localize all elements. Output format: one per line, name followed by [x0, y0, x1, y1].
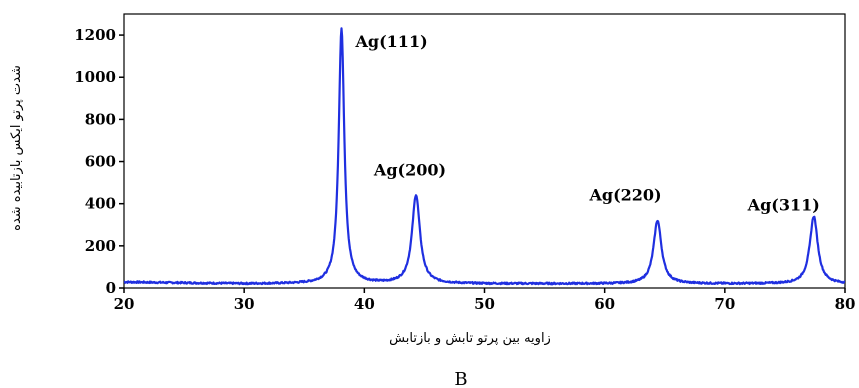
y-tick-label: 1200: [74, 26, 116, 44]
y-tick-label: 800: [85, 110, 116, 128]
x-axis-ticks: 20 30 40 50 60 70 80: [114, 288, 856, 313]
peak-labels: Ag(111) Ag(200) Ag(220) Ag(311): [355, 32, 820, 215]
xrd-pattern-line: [123, 27, 846, 286]
peak-label: Ag(111): [355, 32, 428, 51]
x-tick-label: 50: [474, 295, 495, 313]
peak-label: Ag(200): [373, 160, 446, 179]
x-tick-label: 70: [714, 295, 735, 313]
y-axis-title: شدت پرتو ایکس بازتابیده شده: [9, 65, 24, 231]
y-tick-label: 1000: [74, 68, 116, 86]
y-tick-label: 400: [85, 195, 116, 213]
y-tick-label: 600: [85, 153, 116, 171]
x-tick-label: 60: [594, 295, 615, 313]
x-tick-label: 20: [114, 295, 135, 313]
plot-frame: [123, 13, 846, 289]
peak-label: Ag(311): [747, 195, 820, 214]
plot-border: [123, 13, 846, 289]
y-tick-label: 0: [106, 279, 116, 297]
x-axis-title: زاویه بین پرتو تابش و بازتابش: [389, 331, 551, 346]
x-tick-label: 40: [354, 295, 375, 313]
x-tick-label: 80: [835, 295, 856, 313]
y-axis-ticks: 0 200 400 600 800 1000 1200: [74, 26, 124, 297]
y-tick-label: 200: [85, 237, 116, 255]
panel-label: B: [454, 369, 467, 388]
peak-label: Ag(220): [588, 186, 661, 205]
x-tick-label: 30: [234, 295, 255, 313]
